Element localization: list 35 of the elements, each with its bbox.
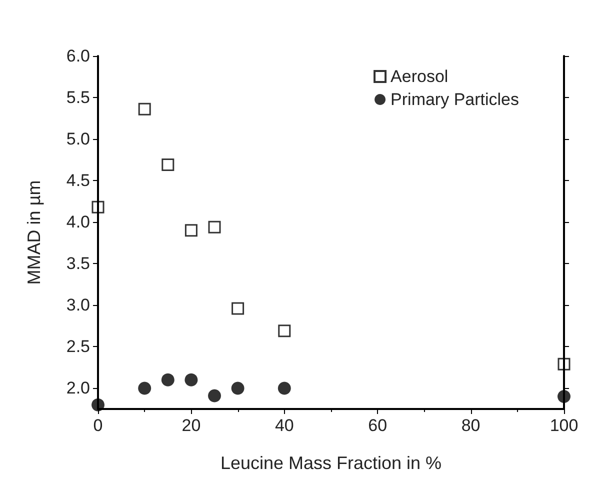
point — [184, 224, 198, 237]
x-tick-label: 0 — [93, 416, 103, 435]
y-tick-label: 2.0 — [66, 378, 90, 398]
point — [231, 382, 244, 395]
point — [161, 373, 174, 386]
y-tick-label: 3.0 — [66, 296, 90, 315]
x-tick-label: 60 — [368, 416, 388, 435]
point — [208, 389, 221, 402]
y-tick-label: 4.0 — [66, 212, 90, 232]
y-tick-label: 3.5 — [66, 254, 90, 274]
y-tick-label: 6.0 — [66, 46, 90, 66]
y-tick-label: 2.5 — [66, 337, 90, 356]
point — [558, 390, 570, 404]
point — [138, 102, 151, 116]
point — [558, 358, 570, 370]
y-tick-label: 4.5 — [66, 171, 90, 190]
point — [138, 382, 152, 395]
y-axis-title: MMAD in µm — [24, 180, 44, 285]
x-axis-title: Leucine Mass Fraction in % — [220, 453, 442, 473]
point — [92, 200, 104, 214]
point — [92, 398, 104, 412]
x-tick-label: 100 — [550, 416, 578, 435]
point — [278, 324, 291, 338]
x-tick-label: 80 — [461, 416, 480, 435]
point — [184, 373, 198, 386]
point — [232, 302, 244, 315]
legend-label: Primary Particles — [390, 90, 520, 109]
point — [278, 382, 291, 395]
point — [162, 158, 174, 172]
x-tick-label: 20 — [182, 416, 201, 435]
legend-label: Aerosol — [390, 67, 448, 86]
x-tick-label: 40 — [274, 416, 294, 435]
point — [208, 220, 221, 234]
y-tick-label: 5.0 — [66, 130, 90, 149]
y-tick-label: 5.5 — [66, 88, 90, 108]
